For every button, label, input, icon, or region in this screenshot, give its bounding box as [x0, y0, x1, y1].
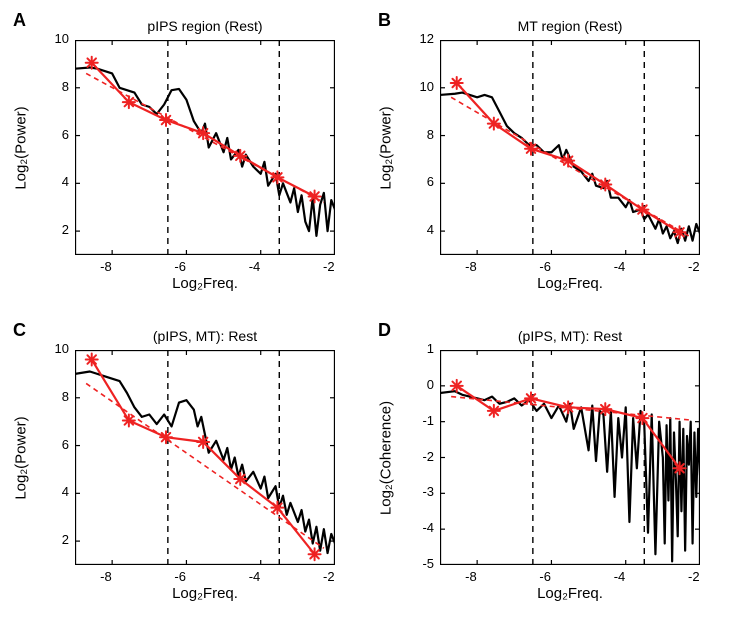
- ylabel: Log₂(Power): [13, 106, 30, 189]
- ylabel: Log₂(Power): [13, 416, 30, 499]
- panel-d: [440, 350, 700, 565]
- panel-letter-d: D: [378, 320, 391, 341]
- xlabel: Log₂Freq.: [75, 585, 335, 602]
- ytick-label: 4: [62, 484, 69, 499]
- ytick-label: 4: [62, 174, 69, 189]
- ylabel: Log₂(Power): [378, 106, 395, 189]
- plot-a: [75, 40, 335, 255]
- ytick-label: 12: [420, 31, 434, 46]
- panel-title-a: pIPS region (Rest): [75, 18, 335, 34]
- figure-root: ApIPS region (Rest)-8-6-4-2246810Log₂Fre…: [0, 0, 729, 618]
- xlabel: Log₂Freq.: [75, 275, 335, 292]
- ytick-label: 2: [62, 532, 69, 547]
- panel-b: [440, 40, 700, 255]
- xtick-label: -2: [323, 259, 335, 274]
- xtick-label: -8: [100, 259, 112, 274]
- ytick-label: 0: [427, 377, 434, 392]
- ytick-label: 8: [427, 127, 434, 142]
- ytick-label: -1: [422, 413, 434, 428]
- ytick-label: -5: [422, 556, 434, 571]
- panel-title-c: (pIPS, MT): Rest: [75, 328, 335, 344]
- ytick-label: 2: [62, 222, 69, 237]
- panel-letter-b: B: [378, 10, 391, 31]
- xtick-label: -4: [249, 569, 261, 584]
- ytick-label: 1: [427, 341, 434, 356]
- ytick-label: -2: [422, 449, 434, 464]
- ytick-label: 6: [62, 437, 69, 452]
- xtick-label: -8: [465, 259, 477, 274]
- xtick-label: -8: [100, 569, 112, 584]
- ytick-label: -3: [422, 484, 434, 499]
- xlabel: Log₂Freq.: [440, 585, 700, 602]
- panel-title-b: MT region (Rest): [440, 18, 700, 34]
- xtick-label: -8: [465, 569, 477, 584]
- panel-a: [75, 40, 335, 255]
- xtick-label: -6: [539, 259, 551, 274]
- ytick-label: -4: [422, 520, 434, 535]
- ytick-label: 8: [62, 79, 69, 94]
- panel-letter-a: A: [13, 10, 26, 31]
- xtick-label: -6: [174, 259, 186, 274]
- panel-letter-c: C: [13, 320, 26, 341]
- xtick-label: -2: [688, 569, 700, 584]
- xtick-label: -2: [688, 259, 700, 274]
- xtick-label: -4: [249, 259, 261, 274]
- panel-title-d: (pIPS, MT): Rest: [440, 328, 700, 344]
- xtick-label: -2: [323, 569, 335, 584]
- plot-d: [440, 350, 700, 565]
- plot-c: [75, 350, 335, 565]
- ytick-label: 6: [427, 174, 434, 189]
- xtick-label: -4: [614, 569, 626, 584]
- xlabel: Log₂Freq.: [440, 275, 700, 292]
- ytick-label: 4: [427, 222, 434, 237]
- panel-c: [75, 350, 335, 565]
- plot-b: [440, 40, 700, 255]
- ytick-label: 8: [62, 389, 69, 404]
- ytick-label: 10: [55, 341, 69, 356]
- xtick-label: -4: [614, 259, 626, 274]
- ytick-label: 10: [55, 31, 69, 46]
- ytick-label: 10: [420, 79, 434, 94]
- xtick-label: -6: [174, 569, 186, 584]
- ytick-label: 6: [62, 127, 69, 142]
- xtick-label: -6: [539, 569, 551, 584]
- ylabel: Log₂(Coherence): [378, 400, 395, 514]
